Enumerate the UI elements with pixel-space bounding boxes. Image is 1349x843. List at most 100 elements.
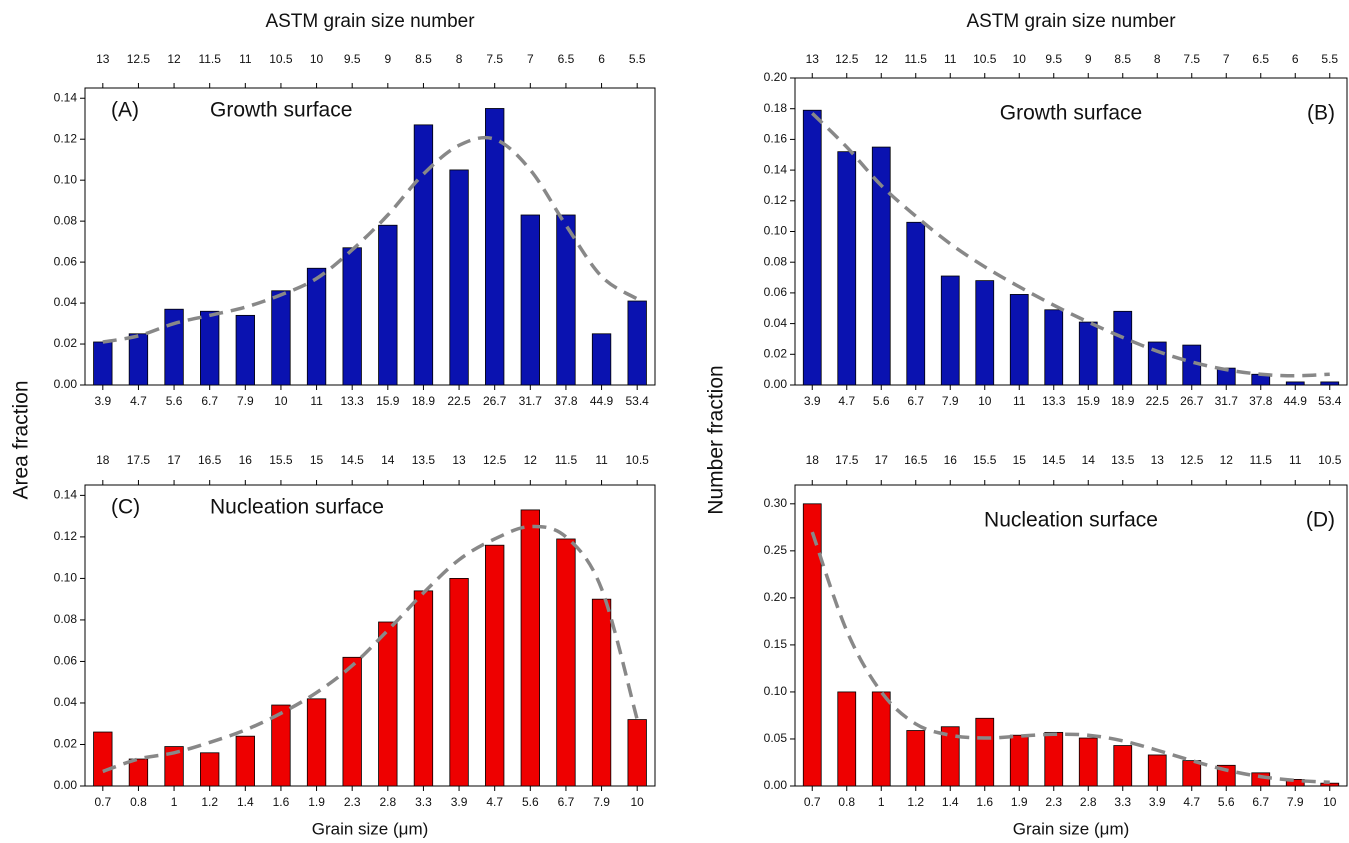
x-tick-label: 6.7	[1252, 795, 1269, 809]
bar	[1113, 745, 1133, 787]
x-tick-label: 1.4	[237, 795, 254, 809]
x2-tick-label: 8	[456, 52, 463, 66]
x2-tick-label: 6.5	[1252, 52, 1269, 66]
x-tick-label: 22.5	[447, 394, 471, 408]
annotation: Growth surface	[1000, 102, 1142, 125]
bar	[1147, 341, 1167, 386]
x2-tick-label: 14.5	[341, 453, 365, 467]
bar	[200, 752, 220, 787]
x-tick-label: 0.7	[804, 795, 821, 809]
bar	[1009, 294, 1029, 386]
fit-curve	[810, 531, 1330, 784]
bar	[235, 735, 255, 787]
y-tick-label: 0.25	[764, 543, 788, 557]
x2-tick-label: 12	[167, 52, 181, 66]
x2-tick-label: 7	[1223, 52, 1230, 66]
x-tick-label: 3.9	[451, 795, 468, 809]
x2-tick-label: 7	[527, 52, 534, 66]
y-tick-label: 0.10	[764, 684, 788, 698]
bar	[975, 280, 995, 386]
bar	[837, 691, 857, 787]
x2-tick-label: 6.5	[558, 52, 575, 66]
bar	[802, 109, 822, 386]
bar	[93, 731, 113, 787]
x-tick-label: 31.7	[519, 394, 543, 408]
x-tick-label: 31.7	[1215, 394, 1239, 408]
y-tick-label: 0.12	[54, 529, 78, 543]
x2-tick-label: 11.5	[555, 453, 578, 467]
x-tick-label: 7.9	[942, 394, 959, 408]
bar	[591, 598, 612, 787]
x-tick-label: 26.7	[1180, 394, 1204, 408]
x-tick-label: 7.9	[593, 795, 610, 809]
x-tick-label: 3.3	[1114, 795, 1131, 809]
x2-tick-label: 18	[96, 453, 110, 467]
x2-tick-label: 11.5	[1250, 453, 1273, 467]
x2-tick-label: 18	[806, 453, 820, 467]
x-tick-label: 5.6	[873, 394, 890, 408]
x2-tick-label: 13.5	[1111, 453, 1135, 467]
bar	[128, 333, 149, 386]
bar	[1320, 381, 1340, 386]
panel-label: (D)	[1306, 509, 1335, 532]
x-tick-label: 2.3	[344, 795, 361, 809]
x2-axis-title: ASTM grain size number	[966, 11, 1176, 32]
x-tick-label: 37.8	[554, 394, 578, 408]
bar	[837, 151, 857, 386]
y-tick-label: 0.02	[54, 336, 78, 350]
x2-tick-label: 8.5	[1114, 52, 1131, 66]
y-tick-label: 0.04	[54, 695, 78, 709]
bar	[378, 621, 398, 787]
x-tick-label: 13.3	[341, 394, 365, 408]
y-tick-label: 0.06	[54, 654, 78, 668]
y-tick-label: 0.05	[764, 731, 788, 745]
x2-tick-label: 11.5	[198, 52, 221, 66]
x2-tick-label: 12.5	[483, 453, 507, 467]
x-tick-label: 0.8	[130, 795, 147, 809]
y-tick-label: 0.08	[764, 254, 788, 268]
y-tick-label: 0.02	[764, 346, 788, 360]
x2-tick-label: 13.5	[412, 453, 436, 467]
bar	[1147, 754, 1167, 787]
annotation: Nucleation surface	[210, 496, 384, 519]
bar	[93, 341, 113, 386]
x-tick-label: 18.9	[1111, 394, 1135, 408]
y-tick-label: 0.20	[764, 590, 788, 604]
x2-tick-label: 6	[598, 52, 605, 66]
plot-frame	[84, 484, 656, 787]
y-tick-label: 0.16	[764, 132, 788, 146]
x2-tick-label: 15	[310, 453, 324, 467]
x2-tick-label: 12.5	[835, 52, 859, 66]
y-tick-label: 0.20	[764, 70, 788, 84]
y-tick-label: 0.06	[54, 254, 78, 268]
x2-tick-label: 15.5	[973, 453, 997, 467]
bar	[342, 656, 362, 787]
x2-tick-label: 13	[452, 453, 466, 467]
y-tick-label: 0.12	[54, 131, 78, 145]
x-tick-label: 1.6	[976, 795, 993, 809]
bar	[1251, 772, 1271, 787]
x2-tick-label: 12.5	[127, 52, 151, 66]
x-tick-label: 1.6	[273, 795, 290, 809]
x2-tick-label: 11	[1289, 453, 1302, 467]
x-tick-label: 1.4	[942, 795, 959, 809]
bar	[485, 108, 505, 386]
x2-tick-label: 10.5	[269, 52, 293, 66]
bar	[1009, 734, 1029, 787]
bar	[1285, 381, 1305, 386]
bar	[975, 717, 995, 787]
y-tick-label: 0.06	[764, 285, 788, 299]
x2-tick-label: 8.5	[415, 52, 432, 66]
x2-tick-label: 16	[239, 453, 253, 467]
bar	[1113, 310, 1133, 386]
x-tick-label: 44.9	[590, 394, 614, 408]
bar	[449, 578, 469, 787]
x2-tick-label: 16.5	[904, 453, 928, 467]
bar	[802, 503, 822, 787]
bar	[128, 758, 149, 787]
bar	[164, 308, 184, 386]
bar	[306, 267, 327, 386]
x2-tick-label: 10.5	[626, 453, 650, 467]
y-axis-title: Number fraction	[705, 365, 728, 514]
